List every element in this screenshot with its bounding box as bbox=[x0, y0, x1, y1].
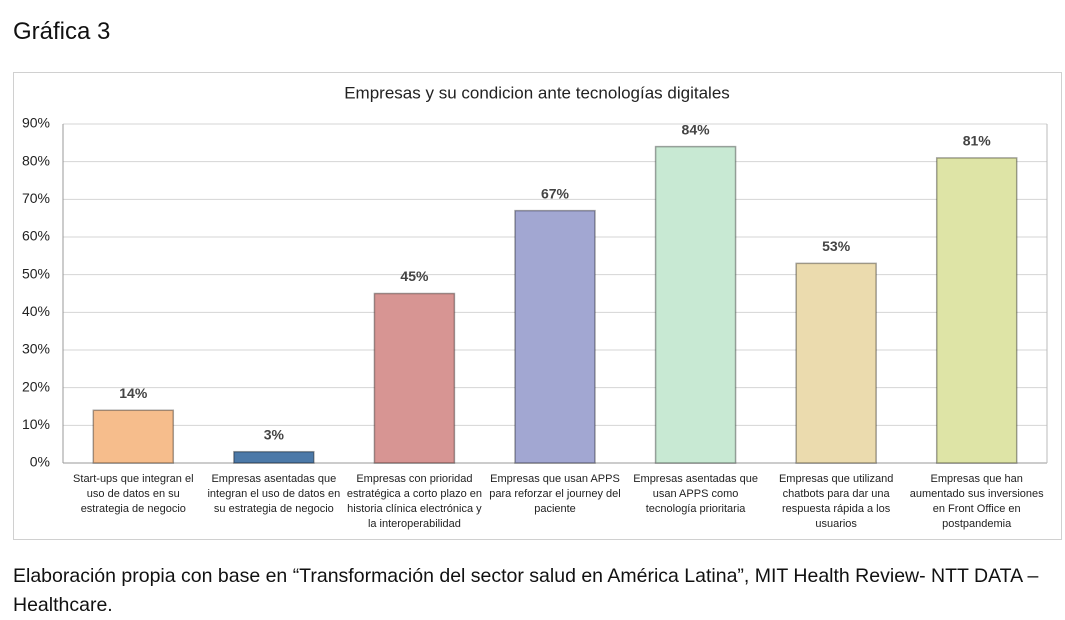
y-tick-label: 40% bbox=[22, 303, 50, 319]
value-label: 3% bbox=[264, 426, 285, 442]
bar bbox=[233, 450, 315, 464]
bar bbox=[935, 157, 1018, 464]
value-label: 45% bbox=[400, 268, 429, 284]
y-tick-label: 0% bbox=[30, 454, 50, 470]
y-tick-label: 50% bbox=[22, 265, 50, 281]
x-tick-label: Empresas que utilizand chatbots para dar… bbox=[778, 473, 894, 530]
bar bbox=[92, 409, 175, 464]
bar bbox=[795, 262, 877, 464]
footnote: Elaboración propia con base en “Transfor… bbox=[13, 565, 1039, 616]
x-tick-label: Empresas con prioridad estratégica a cor… bbox=[346, 473, 482, 530]
bar bbox=[373, 292, 456, 464]
y-tick-label: 80% bbox=[22, 152, 50, 168]
x-tick-label: Start-ups que integran el uso de datos e… bbox=[73, 473, 194, 515]
y-tick-label: 90% bbox=[22, 115, 50, 131]
y-tick-label: 30% bbox=[22, 341, 50, 357]
value-label: 53% bbox=[822, 238, 851, 254]
x-tick-label: Empresas que han aumentado sus inversion… bbox=[909, 473, 1044, 530]
value-label: 14% bbox=[119, 385, 148, 401]
x-tick-label: Empresas que usan APPS para reforzar el … bbox=[489, 473, 621, 515]
x-tick-label: Empresas asentadas que integran el uso d… bbox=[207, 473, 341, 515]
y-tick-label: 70% bbox=[22, 190, 50, 206]
y-tick-label: 20% bbox=[22, 378, 50, 394]
bar bbox=[654, 145, 737, 464]
bar bbox=[514, 209, 596, 464]
value-label: 84% bbox=[682, 121, 711, 137]
y-tick-label: 10% bbox=[22, 416, 50, 432]
chart-title: Empresas y su condicion ante tecnologías… bbox=[344, 83, 730, 102]
value-label: 81% bbox=[963, 133, 992, 149]
x-tick-label: Empresas asentadas que usan APPS como te… bbox=[633, 473, 758, 515]
value-label: 67% bbox=[541, 185, 570, 201]
y-tick-label: 60% bbox=[22, 228, 50, 244]
heading: Gráfica 3 bbox=[13, 18, 111, 45]
